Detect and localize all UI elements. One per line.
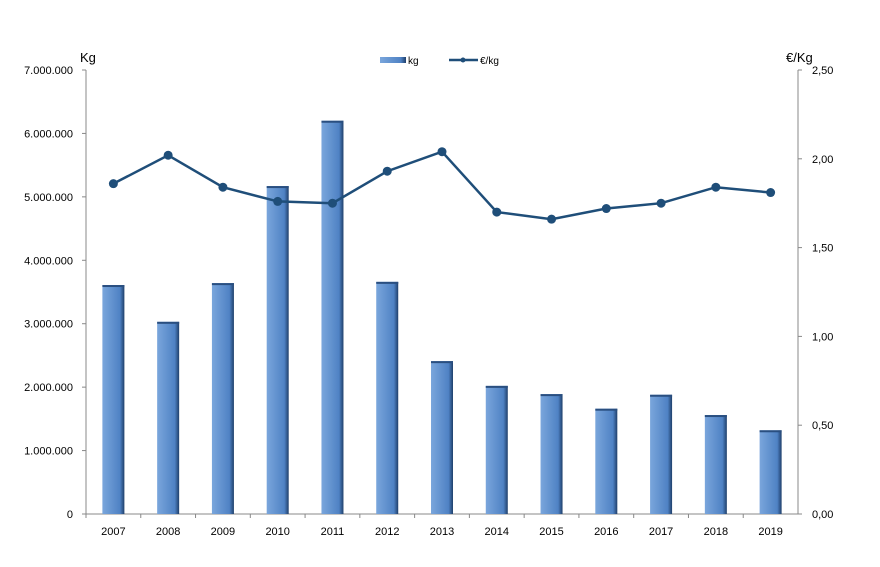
legend-marker (460, 57, 466, 63)
x-tick-label: 2013 (430, 526, 454, 538)
bar (157, 321, 180, 514)
y2-tick-label: 0,50 (812, 420, 833, 432)
price-point (273, 196, 283, 206)
y-tick-label: 0 (67, 509, 73, 521)
bar (595, 408, 618, 514)
legend-label-kg: kg (408, 56, 419, 67)
bar (704, 415, 727, 514)
bar-top (650, 394, 673, 397)
y2-tick-label: 2,00 (812, 154, 833, 166)
y2-axis-label: €/Kg (786, 50, 813, 65)
bar-top (704, 415, 727, 418)
price-point (547, 214, 557, 224)
y2-tick-label: 1,50 (812, 243, 833, 255)
bar (431, 361, 453, 514)
x-tick-label: 2008 (156, 526, 180, 538)
x-tick-label: 2019 (758, 526, 782, 538)
x-tick-label: 2015 (539, 526, 563, 538)
bar-top (157, 321, 180, 324)
price-point (437, 147, 447, 157)
y-tick-label: 4.000.000 (24, 255, 73, 267)
price-point (601, 204, 611, 214)
x-tick-label: 2010 (265, 526, 289, 538)
legend: kg €/kg (380, 56, 499, 67)
bar-top (431, 361, 453, 364)
bar-top (759, 430, 782, 433)
price-point (218, 182, 228, 192)
x-tick-label: 2011 (321, 526, 345, 538)
price-point (656, 198, 666, 208)
y2-tick-label: 1,00 (812, 331, 833, 343)
price-point (163, 150, 173, 160)
bar (650, 394, 673, 514)
y-tick-label: 6.000.000 (24, 128, 73, 140)
bar-top (211, 283, 234, 286)
bar (102, 285, 125, 514)
x-tick-label: 2017 (649, 526, 673, 538)
x-tick-label: 2014 (485, 526, 509, 538)
bar (540, 394, 563, 514)
y2-tick-label: 0,00 (812, 509, 833, 521)
price-point (766, 188, 776, 198)
y-tick-label: 2.000.000 (24, 382, 73, 394)
x-tick-label: 2009 (211, 526, 235, 538)
y-tick-label: 3.000.000 (24, 319, 73, 331)
bar-top (485, 385, 508, 388)
bar-top (102, 285, 125, 288)
bar (759, 430, 782, 514)
x-tick-label: 2007 (101, 526, 125, 538)
y-tick-label: 7.000.000 (24, 65, 73, 77)
bar-top (321, 120, 344, 123)
bar (211, 283, 234, 514)
y-axis-label: Kg (80, 50, 96, 65)
y-tick-label: 5.000.000 (24, 192, 73, 204)
bar (266, 186, 289, 514)
price-line (112, 150, 771, 221)
y-tick-label: 1.000.000 (24, 446, 73, 458)
x-tick-label: 2018 (704, 526, 728, 538)
legend-bar-swatch (380, 57, 406, 63)
bar-top (376, 281, 399, 284)
bar-top (540, 394, 563, 397)
x-tick-label: 2012 (375, 526, 399, 538)
price-point (711, 182, 721, 192)
price-point (108, 179, 118, 189)
bar-top (595, 408, 618, 411)
bar (376, 281, 399, 514)
y2-tick-label: 2,50 (812, 65, 833, 77)
bar (321, 120, 344, 514)
bar-top (266, 186, 289, 189)
price-point (492, 207, 502, 217)
x-tick-label: 2016 (594, 526, 618, 538)
legend-label-price: €/kg (480, 56, 499, 67)
price-point (327, 198, 337, 208)
price-point (382, 166, 392, 176)
bar (485, 385, 508, 514)
